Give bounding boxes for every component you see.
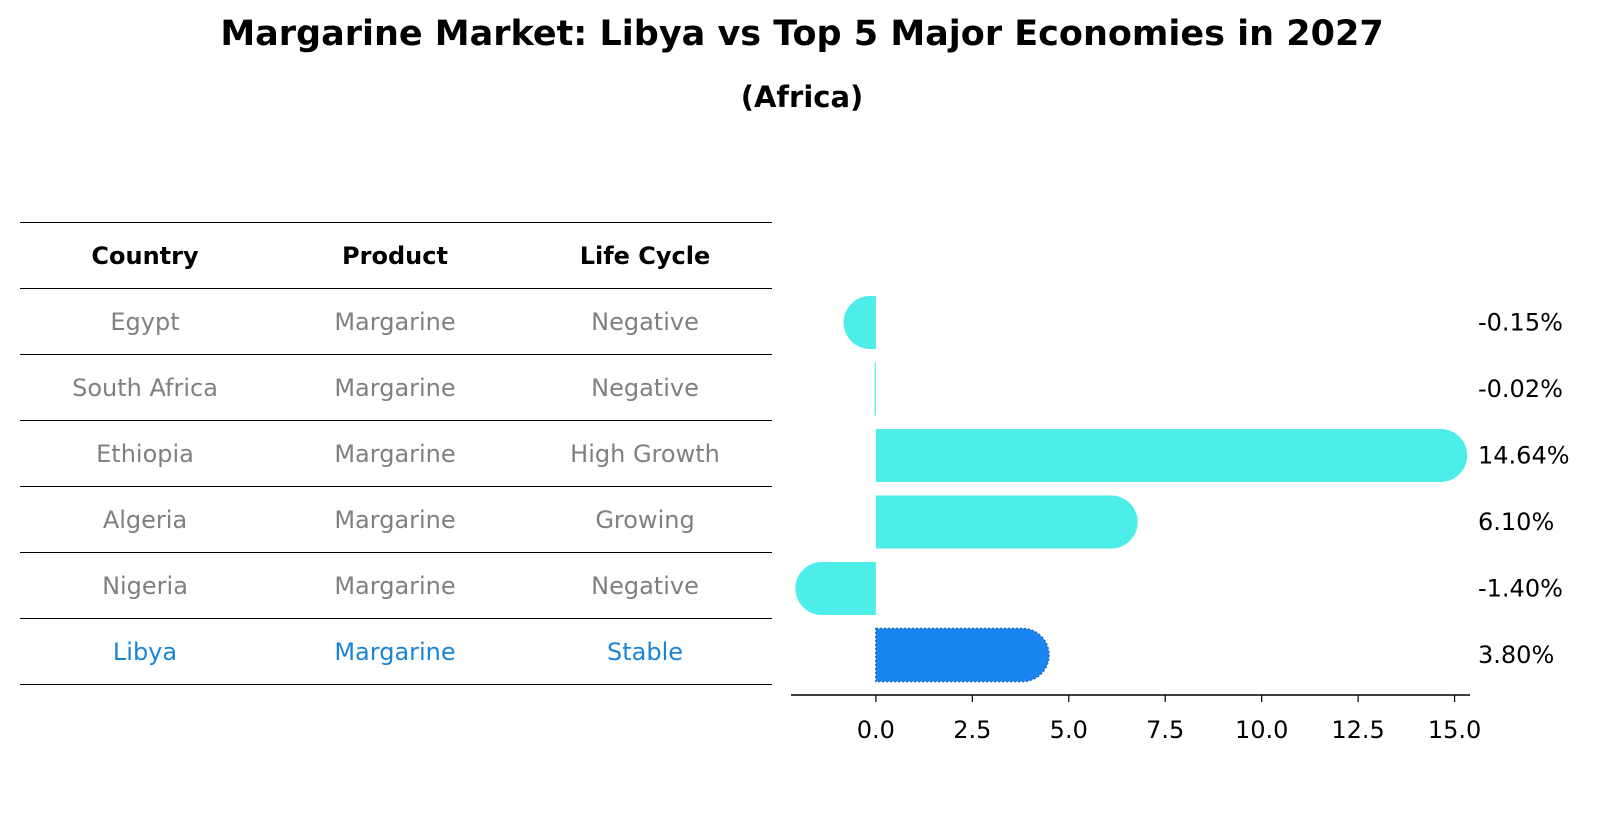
table-row: South Africa Margarine Negative	[20, 354, 772, 420]
cell-product: Margarine	[334, 373, 456, 402]
cell-life-cycle: Stable	[606, 637, 684, 666]
chart-subtitle: (Africa)	[740, 80, 864, 114]
header-product: Product	[342, 241, 448, 270]
bar-south-africa	[874, 362, 876, 416]
cell-country: Ethiopia	[96, 439, 194, 468]
header-life-cycle: Life Cycle	[579, 241, 711, 270]
x-tick-label: 0.0	[857, 716, 895, 744]
cell-life-cycle: Negative	[591, 307, 699, 336]
x-tick-label: 5.0	[1050, 716, 1088, 744]
chart-title: Margarine Market: Libya vs Top 5 Major E…	[220, 14, 1384, 54]
cell-life-cycle: Negative	[591, 571, 699, 600]
cell-country: Nigeria	[102, 571, 188, 600]
data-label: -0.15%	[1478, 309, 1563, 337]
cell-product: Margarine	[334, 571, 456, 600]
table-row: Nigeria Margarine Negative	[20, 552, 772, 618]
bar-algeria	[875, 495, 1138, 549]
data-label: 3.80%	[1478, 641, 1554, 669]
cell-life-cycle: Negative	[591, 373, 699, 402]
x-tick-label: 15.0	[1428, 716, 1481, 744]
table-row: Algeria Margarine Growing	[20, 486, 772, 552]
data-label: 6.10%	[1478, 508, 1554, 536]
x-tick-label: 12.5	[1331, 716, 1384, 744]
table-row-highlight: Libya Margarine Stable	[20, 618, 772, 685]
bar-libya	[875, 627, 1050, 683]
header-country: Country	[91, 241, 199, 270]
cell-life-cycle: High Growth	[570, 439, 720, 468]
table-row: Egypt Margarine Negative	[20, 288, 772, 354]
table-header-row: Country Product Life Cycle	[20, 222, 772, 288]
cell-country: Libya	[112, 637, 178, 666]
bar-egypt	[843, 296, 876, 349]
cell-product: Margarine	[334, 307, 456, 336]
bar-nigeria	[795, 562, 876, 615]
x-tick-label: 10.0	[1235, 716, 1288, 744]
cell-product: Margarine	[334, 439, 456, 468]
cell-country: Algeria	[102, 505, 188, 534]
cell-country: South Africa	[72, 373, 218, 402]
data-label: -0.02%	[1478, 375, 1563, 403]
data-table: Country Product Life Cycle Egypt Margari…	[20, 222, 772, 685]
data-label: -1.40%	[1478, 575, 1563, 603]
cell-product: Margarine	[334, 637, 456, 666]
table-row: Ethiopia Margarine High Growth	[20, 420, 772, 486]
x-tick-label: 7.5	[1146, 716, 1184, 744]
bar-ethiopia	[875, 429, 1468, 482]
cell-product: Margarine	[334, 505, 456, 534]
cell-life-cycle: Growing	[595, 505, 695, 534]
data-label: 14.64%	[1478, 442, 1570, 470]
cell-country: Egypt	[110, 307, 180, 336]
x-tick-label: 2.5	[953, 716, 991, 744]
